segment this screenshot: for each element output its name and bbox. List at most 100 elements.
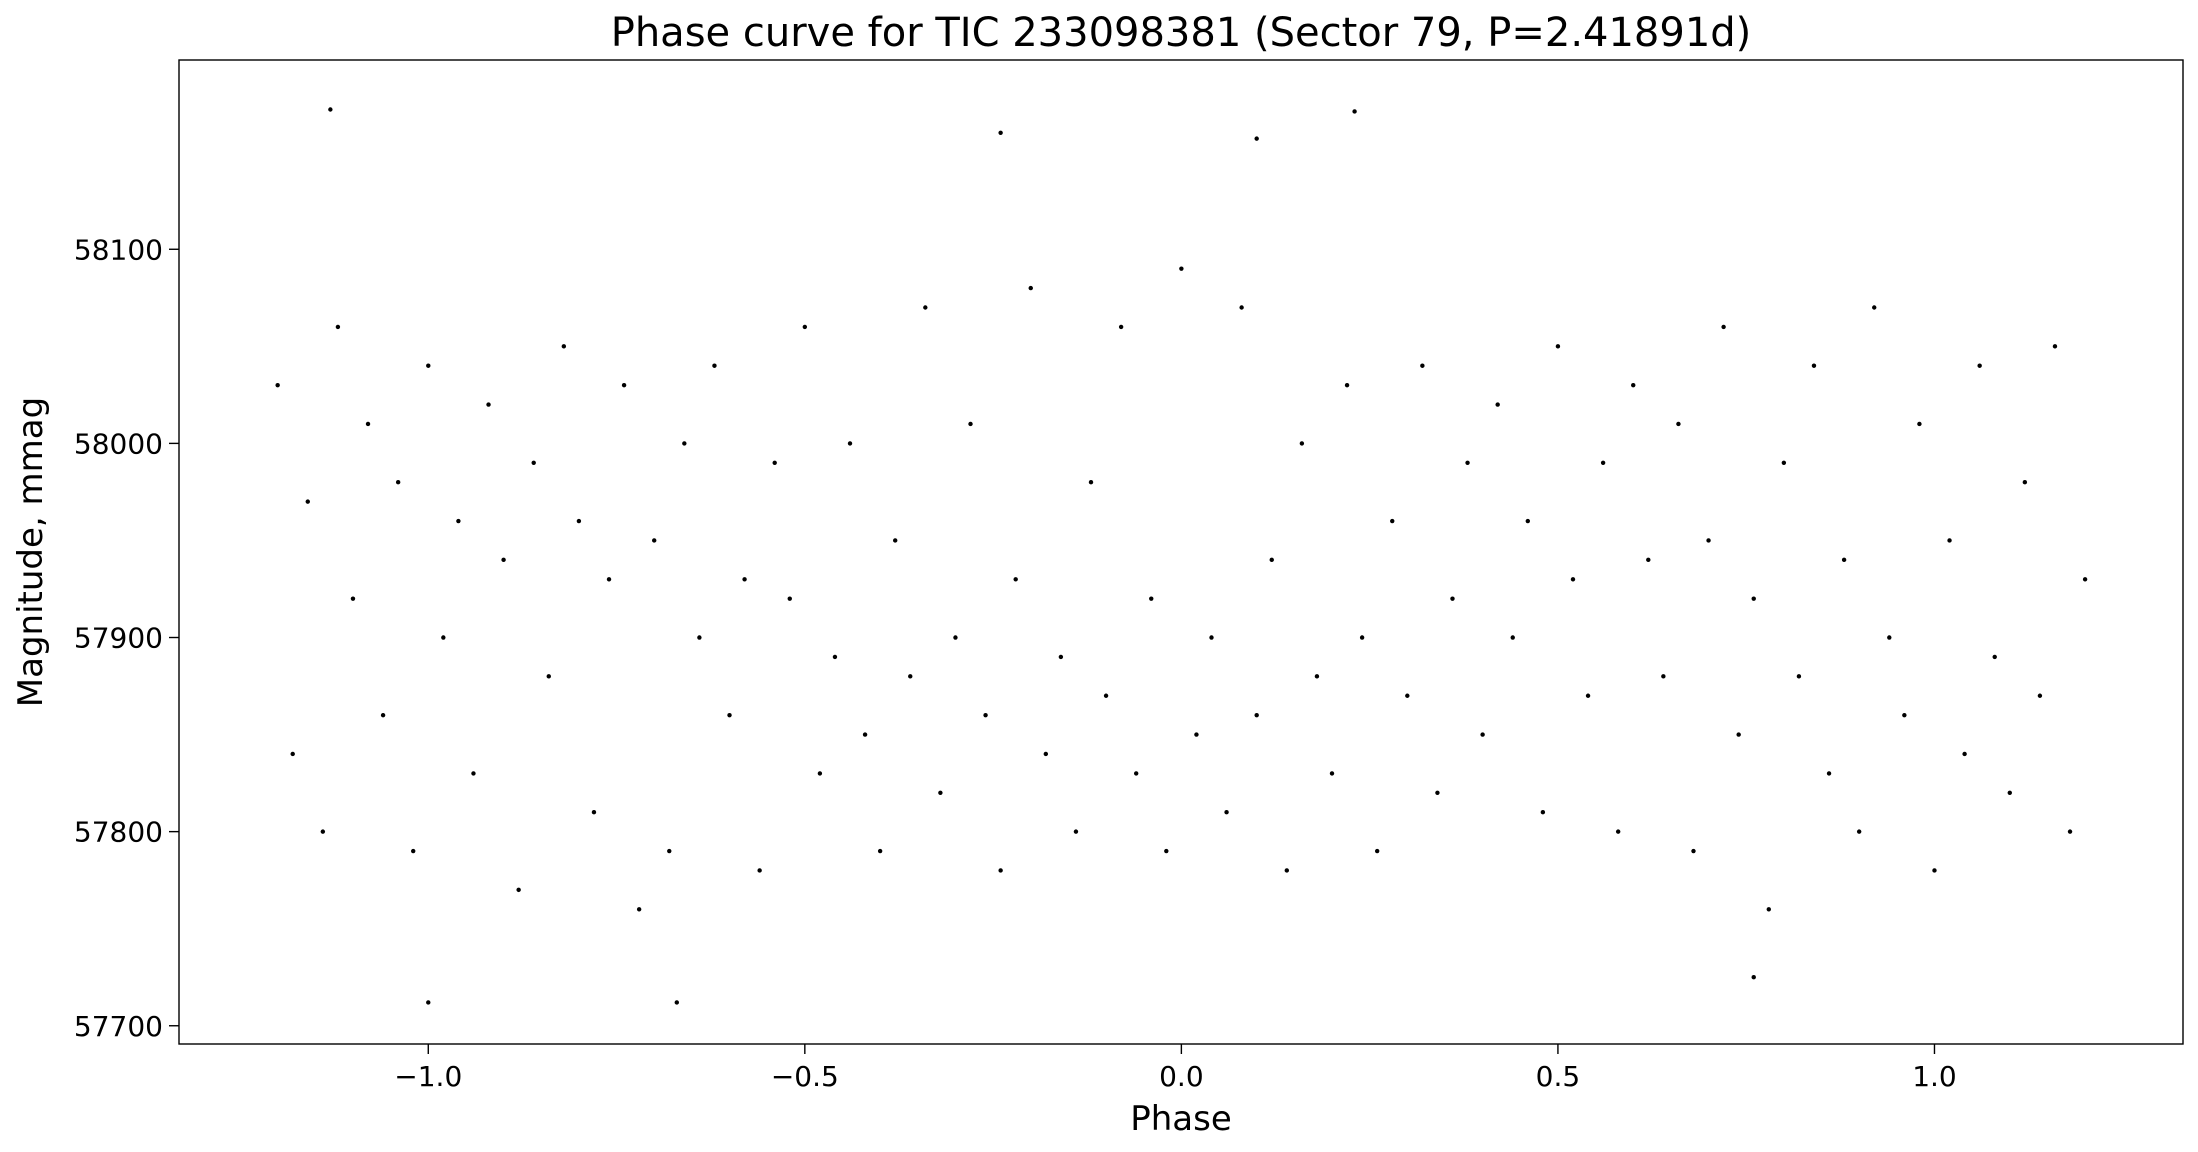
data-point [1811, 363, 1817, 368]
x-tick-label: 0.0 [1159, 1060, 1204, 1093]
data-point [787, 596, 792, 601]
data-point [1615, 829, 1621, 834]
data-point [877, 848, 883, 854]
data-point [1676, 421, 1681, 427]
data-point [1013, 577, 1018, 582]
data-point [471, 771, 476, 776]
data-point [1133, 771, 1139, 776]
x-tick-label: 1.0 [1912, 1060, 1957, 1093]
data-point [892, 538, 898, 543]
data-point [516, 887, 521, 893]
data-point [426, 363, 431, 368]
data-point [908, 674, 913, 679]
data-point [2067, 829, 2073, 834]
data-point [1209, 635, 1214, 640]
data-point [1525, 518, 1531, 524]
data-point [426, 1000, 431, 1005]
data-point [1540, 810, 1546, 815]
data-point [1887, 635, 1892, 640]
data-point [697, 635, 702, 640]
data-point [1736, 732, 1741, 737]
data-point [1691, 848, 1696, 854]
data-point [1435, 790, 1440, 796]
data-point [832, 654, 838, 660]
data-point [674, 1000, 679, 1005]
data-point [1329, 771, 1335, 776]
data-point [1962, 751, 1967, 757]
data-point [968, 421, 973, 427]
data-point [2007, 790, 2012, 796]
data-point [998, 130, 1003, 135]
data-point [561, 344, 567, 349]
data-point [350, 596, 356, 601]
data-point [1058, 654, 1064, 660]
x-tick-label: 0.5 [1536, 1060, 1581, 1093]
data-point [546, 674, 551, 679]
y-tick-label: 58100 [74, 233, 163, 266]
data-point [1932, 868, 1937, 873]
y-axis-label: Magnitude, mmag [11, 397, 51, 707]
data-point [1299, 441, 1305, 446]
data-point [1706, 538, 1711, 543]
data-point [1224, 810, 1229, 815]
data-point [998, 868, 1003, 873]
data-point [1465, 460, 1470, 466]
data-point [1043, 751, 1049, 757]
data-point [667, 848, 672, 854]
data-point [1269, 557, 1274, 563]
data-point [742, 577, 747, 582]
data-point [1781, 460, 1787, 466]
data-point [1872, 305, 1877, 310]
x-tick-label: −1.0 [394, 1060, 462, 1093]
data-point [1585, 693, 1591, 698]
data-point [1917, 421, 1922, 427]
data-point [1495, 402, 1500, 407]
data-point [1179, 266, 1184, 271]
y-tick-label: 58000 [74, 427, 163, 460]
data-point [380, 712, 386, 718]
data-point [1254, 136, 1259, 141]
data-point [1480, 732, 1485, 737]
data-point [456, 518, 461, 524]
data-point [1600, 460, 1606, 466]
data-point [1751, 975, 1756, 980]
data-point [983, 712, 988, 718]
data-point [802, 324, 808, 330]
data-point [441, 635, 446, 640]
data-point [2052, 344, 2058, 349]
data-point [1359, 635, 1365, 640]
data-point [1314, 674, 1320, 679]
data-point [1420, 363, 1425, 368]
data-point [486, 402, 491, 407]
data-point [652, 538, 657, 543]
data-point [1570, 577, 1576, 582]
data-point [1992, 654, 1997, 660]
data-point [411, 848, 416, 854]
data-point [290, 751, 295, 757]
data-point [1344, 382, 1350, 388]
data-point [1103, 693, 1109, 698]
data-point [2082, 577, 2088, 582]
data-point [1856, 829, 1862, 834]
data-point [305, 499, 310, 504]
data-point [923, 305, 928, 310]
data-point [772, 460, 777, 466]
data-point [1510, 635, 1515, 640]
data-point [1977, 363, 1982, 368]
data-point [1028, 285, 1033, 291]
data-point [1352, 109, 1357, 114]
data-point [953, 635, 958, 640]
data-point [1164, 848, 1169, 854]
data-point [1721, 324, 1726, 330]
data-point [395, 480, 401, 485]
data-point [1947, 538, 1952, 543]
data-point [1646, 557, 1651, 563]
data-point [712, 363, 717, 368]
data-point [275, 382, 280, 388]
data-point [576, 518, 582, 524]
data-point [501, 557, 506, 563]
data-point [938, 790, 943, 796]
data-point [1390, 518, 1395, 524]
data-point [757, 868, 762, 873]
